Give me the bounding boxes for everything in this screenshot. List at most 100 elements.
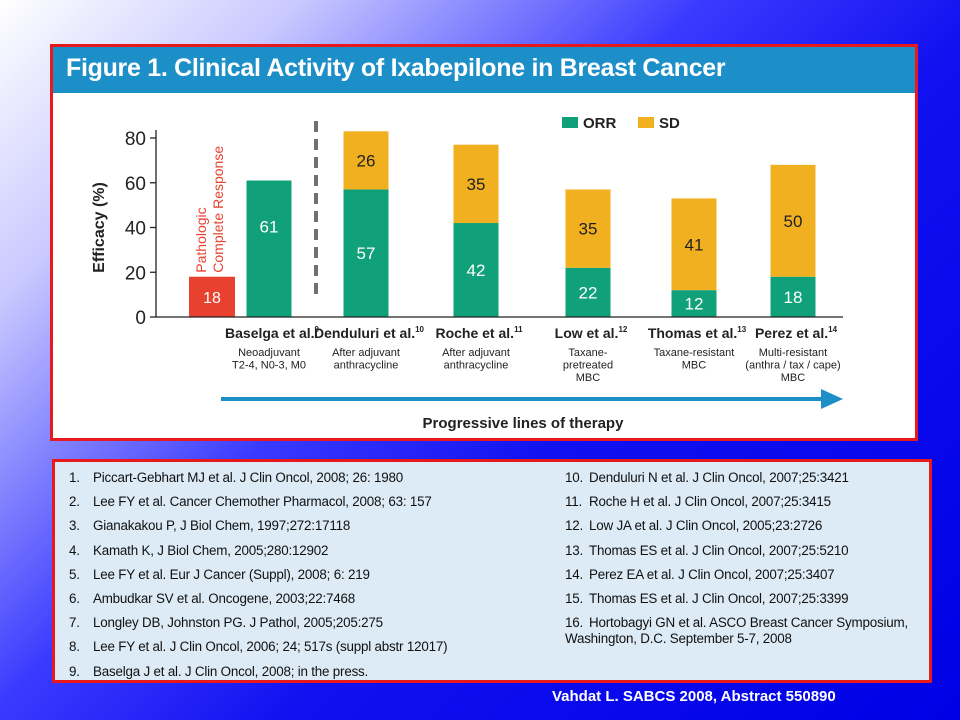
reference-item: 14. Perez EA et al. J Clin Oncol, 2007;25… xyxy=(565,567,925,583)
reference-item: 8. Lee FY et al. J Clin Oncol, 2006; 24; … xyxy=(69,639,539,655)
category-study-name: Baselga et al. xyxy=(225,325,315,341)
reference-text: Lee FY et al. Eur J Cancer (Suppl), 2008… xyxy=(93,566,370,582)
reference-number: 11. xyxy=(565,494,583,510)
orr-bar-value: 18 xyxy=(784,288,803,307)
category-ref-superscript: 11 xyxy=(514,325,523,334)
reference-item: 1. Piccart-Gebhart MJ et al. J Clin Oncol… xyxy=(69,470,539,486)
category-study-name: Thomas et al. xyxy=(648,325,737,341)
category-subtitle-line: MBC xyxy=(682,360,707,372)
reference-number: 8. xyxy=(69,639,80,655)
references-left-column: 1. Piccart-Gebhart MJ et al. J Clin Oncol… xyxy=(69,470,539,688)
reference-item: 12. Low JA et al. J Clin Oncol, 2005;23:2… xyxy=(565,518,925,534)
progression-arrow-head xyxy=(821,389,843,409)
reference-text: Hortobagyi GN et al. ASCO Breast Cancer … xyxy=(565,615,908,647)
orr-bar xyxy=(671,290,717,317)
category-ref-superscript: 10 xyxy=(415,325,424,334)
category-subtitle-line: Taxane-resistant xyxy=(654,347,735,359)
category-ref-superscript: 14 xyxy=(828,325,837,334)
y-tick-label: 80 xyxy=(125,129,146,150)
efficacy-bar-chart: 0 20 40 60 80 Efficacy (%) ORR SD 18 Pathologic Co… xyxy=(91,115,843,432)
category-ref-superscript: 12 xyxy=(618,325,627,334)
reference-number: 3. xyxy=(69,518,80,534)
pcr-bar-value: 18 xyxy=(203,290,221,307)
footer-citation: Vahdat L. SABCS 2008, Abstract 550890 xyxy=(552,688,836,705)
legend-swatch xyxy=(638,117,654,128)
category-label: Perez et al.14 xyxy=(755,325,838,341)
category-subtitle-line: pretreated xyxy=(563,360,613,372)
reference-number: 16. xyxy=(565,615,584,631)
orr-bar-value: 22 xyxy=(579,283,598,302)
pcr-label-line-2: Complete Response xyxy=(210,146,226,273)
reference-number: 13. xyxy=(565,542,584,558)
orr-bar xyxy=(246,180,292,317)
reference-item: 2. Lee FY et al. Cancer Chemother Pharmac… xyxy=(69,494,539,510)
reference-number: 14. xyxy=(565,566,584,582)
category-subtitle-line: After adjuvant xyxy=(442,347,510,359)
reference-text: Lee FY et al. Cancer Chemother Pharmacol… xyxy=(93,494,432,510)
references-box: 1. Piccart-Gebhart MJ et al. J Clin Oncol… xyxy=(52,459,932,683)
category-ref-superscript: 9 xyxy=(315,325,320,334)
category-subtitle-line: After adjuvant xyxy=(332,347,400,359)
category-subtitle-line: Multi-resistant xyxy=(759,347,827,359)
category-subtitle-line: (anthra / tax / cape) xyxy=(745,360,840,372)
category-label: Roche et al.11 xyxy=(435,325,523,341)
category-label: Denduluri et al.10 xyxy=(314,325,425,341)
category-study-name: Roche et al. xyxy=(435,325,514,341)
y-tick-label: 20 xyxy=(125,263,146,284)
reference-number: 2. xyxy=(69,494,80,510)
reference-item: 4. Kamath K, J Biol Chem, 2005;280:12902 xyxy=(69,543,539,559)
reference-item: 10. Denduluri N et al. J Clin Oncol, 2007… xyxy=(565,470,925,486)
reference-text: Thomas ES et al. J Clin Oncol, 2007;25:3… xyxy=(589,590,849,606)
orr-bar xyxy=(453,223,499,317)
reference-number: 7. xyxy=(69,615,80,631)
references-right-column: 10. Denduluri N et al. J Clin Oncol, 2007… xyxy=(565,470,925,655)
sd-bar-value: 50 xyxy=(784,212,803,231)
reference-number: 4. xyxy=(69,542,80,558)
reference-text: Piccart-Gebhart MJ et al. J Clin Oncol, … xyxy=(93,470,403,485)
category-study-name: Low et al. xyxy=(555,325,619,341)
reference-item: 11. Roche H et al. J Clin Oncol, 2007;25:… xyxy=(565,494,925,510)
category-label: Low et al.12 xyxy=(555,325,628,341)
reference-number: 6. xyxy=(69,590,80,606)
sd-bar xyxy=(453,144,499,224)
legend-swatch xyxy=(562,117,578,128)
category-subtitle-line: Neoadjuvant xyxy=(238,347,300,359)
category-study-name: Denduluri et al. xyxy=(314,325,415,341)
reference-text: Gianakakou P, J Biol Chem, 1997;272:1711… xyxy=(93,518,351,534)
figure-panel: Figure 1. Clinical Activity of Ixabepilo… xyxy=(50,44,918,441)
reference-item: 6. Ambudkar SV et al. Oncogene, 2003;22:7… xyxy=(69,591,539,607)
category-subtitle-line: T2-4, N0-3, M0 xyxy=(232,360,306,372)
reference-item: 9. Baselga J et al. J Clin Oncol, 2008; i… xyxy=(69,664,539,680)
orr-bar xyxy=(565,267,611,317)
reference-number: 5. xyxy=(69,566,80,582)
x-axis-title: Progressive lines of therapy xyxy=(423,415,625,432)
reference-item: 5. Lee FY et al. Eur J Cancer (Suppl), 20… xyxy=(69,567,539,583)
reference-text: Ambudkar SV et al. Oncogene, 2003;22:746… xyxy=(93,590,356,606)
category-subtitle-line: MBC xyxy=(781,372,806,384)
reference-text: Low JA et al. J Clin Oncol, 2005;23:2726 xyxy=(589,518,823,534)
sd-bar-value: 35 xyxy=(467,175,486,194)
sd-bar xyxy=(565,189,611,268)
reference-text: Roche H et al. J Clin Oncol, 2007;25:341… xyxy=(589,494,831,510)
pcr-bar xyxy=(189,276,235,317)
category-subtitle-line: Taxane- xyxy=(568,347,607,359)
reference-item: 15. Thomas ES et al. J Clin Oncol, 2007;2… xyxy=(565,591,925,607)
y-tick-label: 40 xyxy=(125,219,146,240)
y-tick-label: 60 xyxy=(125,174,146,195)
pcr-label-line-1: Pathologic xyxy=(193,207,209,272)
reference-text: Lee FY et al. J Clin Oncol, 2006; 24; 51… xyxy=(93,639,448,655)
category-subtitle-line: anthracycline xyxy=(334,360,399,372)
y-axis-title: Efficacy (%) xyxy=(91,182,108,273)
orr-bar-value: 61 xyxy=(260,217,279,236)
sd-bar-value: 35 xyxy=(579,220,598,239)
reference-number: 15. xyxy=(565,590,584,606)
orr-bar xyxy=(343,189,389,317)
figure-title: Figure 1. Clinical Activity of Ixabepilo… xyxy=(66,54,726,82)
reference-text: Kamath K, J Biol Chem, 2005;280:12902 xyxy=(93,542,329,558)
sd-bar xyxy=(770,164,816,277)
category-ref-superscript: 13 xyxy=(737,325,746,334)
orr-bar-value: 57 xyxy=(357,244,376,263)
y-tick-label: 0 xyxy=(135,308,146,329)
orr-bar xyxy=(770,276,816,317)
reference-number: 1. xyxy=(69,470,80,485)
